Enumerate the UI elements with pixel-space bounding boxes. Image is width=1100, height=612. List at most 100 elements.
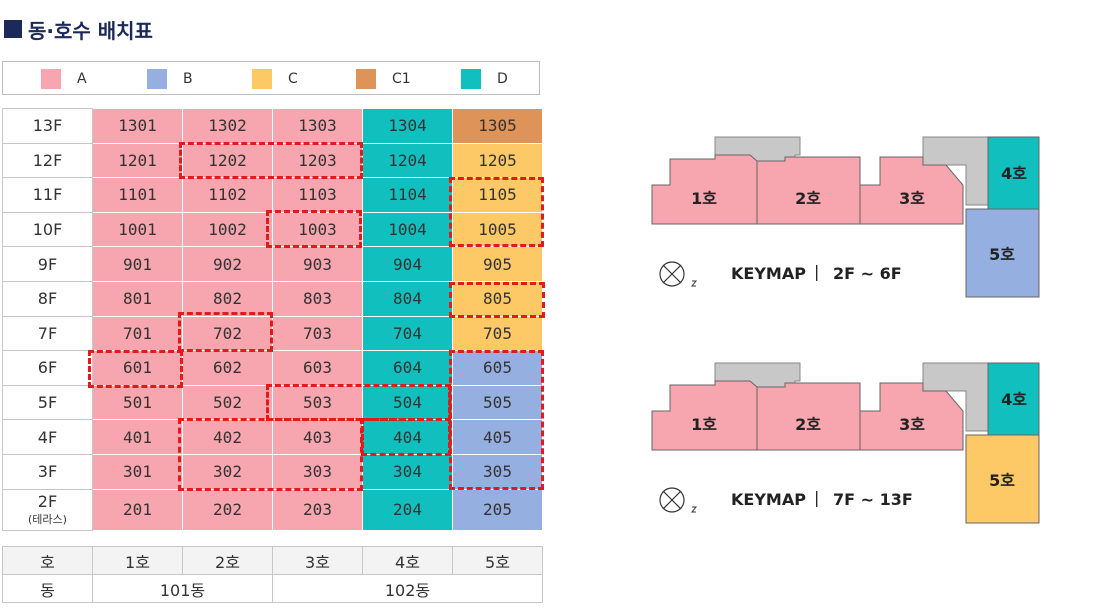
floor-text: 9F (37, 254, 58, 274)
unit-cell: 1005 (452, 211, 543, 248)
unit-cell: 802 (182, 280, 273, 317)
unit-cell: 303 (272, 453, 363, 490)
keymap-unit-label: 5호 (989, 245, 1015, 264)
unit-cell: 403 (272, 419, 363, 455)
floor-label: 12F (2, 142, 93, 179)
unit-cell: 603 (272, 350, 363, 386)
ho-2: 2호 (182, 546, 273, 575)
page-title: 동·호수 배치표 (4, 14, 153, 44)
unit-cell: 1303 (272, 108, 363, 144)
floor-label: 10F (2, 211, 93, 248)
legend-item-c: C (252, 69, 298, 89)
unit-cell: 204 (362, 488, 453, 531)
keymap-unit-label: 2호 (795, 189, 821, 208)
keymap-range: 7F ~ 13F (833, 490, 913, 509)
title-text: 동·호수 배치표 (28, 18, 153, 43)
unit-cell: 1305 (452, 108, 543, 144)
unit-cell: 903 (272, 246, 363, 282)
unit-cell: 502 (182, 384, 273, 421)
unit-cell: 1203 (272, 142, 363, 179)
floor-label: 2F (테라스) (2, 488, 93, 531)
keymap-label: KEYMAP (731, 490, 806, 509)
legend-swatch-d (461, 69, 481, 89)
floor-label: 3F (2, 453, 93, 490)
unit-cell: 305 (452, 453, 543, 490)
floor-row: 3F 301 302 303 304 305 (2, 453, 543, 490)
unit-cell: 803 (272, 280, 363, 317)
ho-1: 1호 (92, 546, 183, 575)
unit-cell: 203 (272, 488, 363, 531)
floor-text: 3F (37, 462, 58, 482)
unit-cell: 705 (452, 315, 543, 352)
keymap-7f-13f: 1호 2호 3호 4호 5호 KEYMAP | 7F ~ 13F (640, 361, 1060, 531)
unit-cell: 901 (92, 246, 183, 282)
legend-item-d: D (461, 69, 508, 89)
floor-text: 7F (37, 323, 58, 343)
floor-row: 11F 1101 1102 1103 1104 1105 (2, 177, 543, 213)
floor-row: 9F 901 902 903 904 905 (2, 246, 543, 282)
unit-cell: 604 (362, 350, 453, 386)
floor-row: 6F 601 602 603 604 605 (2, 350, 543, 386)
unit-cell: 202 (182, 488, 273, 531)
floor-text: 2F (37, 492, 58, 512)
unit-cell: 704 (362, 315, 453, 352)
unit-cell: 503 (272, 384, 363, 421)
floor-row: 2F (테라스) 201 202 203 204 205 (2, 488, 543, 531)
unit-1-shape (651, 154, 758, 225)
unit-cell: 701 (92, 315, 183, 352)
legend-label-c1: C1 (392, 71, 411, 87)
unit-5-shape (965, 208, 1040, 298)
unit-cell: 304 (362, 453, 453, 490)
keymap-2f-6f: 1호 2호 3호 4호 5호 KEYMAP | 2F ~ 6F (640, 135, 1060, 305)
unit-cell: 1101 (92, 177, 183, 213)
unit-cell: 1103 (272, 177, 363, 213)
unit-cell: 301 (92, 453, 183, 490)
dong-101: 101동 (92, 574, 273, 603)
legend-item-b: B (147, 69, 193, 89)
ho-row: 호 1호 2호 3호 4호 5호 (2, 546, 543, 575)
ho-header: 호 (2, 546, 93, 575)
unit-cell: 801 (92, 280, 183, 317)
unit-grid: 13F 1301 1302 1303 1304 1305 12F 1201 1202 1203 12… (2, 108, 543, 531)
compass-icon (659, 261, 698, 287)
unit-cell: 1102 (182, 177, 273, 213)
floor-label: 5F (2, 384, 93, 421)
floor-label: 13F (2, 108, 93, 144)
ho-3: 3호 (272, 546, 363, 575)
unit-cell: 1205 (452, 142, 543, 179)
floor-text: 5F (37, 393, 58, 413)
legend-label-b: B (183, 71, 193, 87)
unit-cell: 805 (452, 280, 543, 317)
unit-cell: 1003 (272, 211, 363, 248)
legend: A B C C1 D (2, 61, 540, 95)
unit-cell: 601 (92, 350, 183, 386)
unit-cell: 504 (362, 384, 453, 421)
unit-cell: 1002 (182, 211, 273, 248)
legend-swatch-a (41, 69, 61, 89)
unit-5-shape (965, 434, 1040, 524)
unit-cell: 401 (92, 419, 183, 455)
unit-cell: 402 (182, 419, 273, 455)
unit-cell: 1104 (362, 177, 453, 213)
floor-row: 4F 401 402 403 404 405 (2, 419, 543, 455)
unit-2-shape (756, 382, 861, 451)
unit-cell: 1001 (92, 211, 183, 248)
keymap-label: KEYMAP (731, 264, 806, 283)
floor-text: 11F (32, 185, 63, 205)
floor-row: 5F 501 502 503 504 505 (2, 384, 543, 421)
floor-text: 8F (37, 289, 58, 309)
unit-cell: 1204 (362, 142, 453, 179)
legend-label-d: D (497, 71, 508, 87)
unit-cell: 605 (452, 350, 543, 386)
floor-label: 7F (2, 315, 93, 352)
keymap-unit-label: 1호 (691, 415, 717, 434)
unit-cell: 904 (362, 246, 453, 282)
ho-5: 5호 (452, 546, 543, 575)
legend-item-c1: C1 (356, 69, 411, 89)
keymap-unit-label: 4호 (1001, 164, 1027, 183)
dong-102: 102동 (272, 574, 543, 603)
keymap-plan-1: 1호 2호 3호 4호 5호 (651, 136, 1040, 298)
unit-1-shape (651, 380, 758, 451)
legend-item-a: A (41, 69, 87, 89)
compass-icon (659, 487, 698, 513)
